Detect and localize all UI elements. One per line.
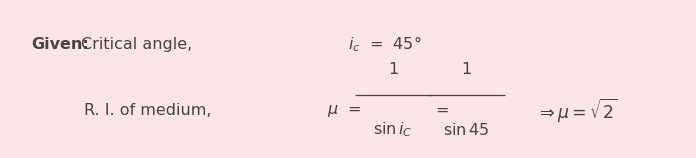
Text: $i_c$  =  45$\degree$: $i_c$ = 45$\degree$ xyxy=(348,34,422,54)
Text: =: = xyxy=(435,103,449,118)
Text: $\mathrm{sin}\,45$: $\mathrm{sin}\,45$ xyxy=(443,122,489,138)
Text: $\mathrm{sin}\,i_C$: $\mathrm{sin}\,i_C$ xyxy=(373,120,413,139)
Text: Critical angle,: Critical angle, xyxy=(81,37,193,52)
Text: Given:: Given: xyxy=(31,37,89,52)
Text: R. I. of medium,: R. I. of medium, xyxy=(84,103,211,118)
Text: $\Rightarrow\mu = \sqrt{2}$: $\Rightarrow\mu = \sqrt{2}$ xyxy=(536,97,617,125)
Text: 1: 1 xyxy=(461,62,471,77)
Text: 1: 1 xyxy=(388,62,398,77)
Text: $\mu$  =: $\mu$ = xyxy=(327,103,361,119)
